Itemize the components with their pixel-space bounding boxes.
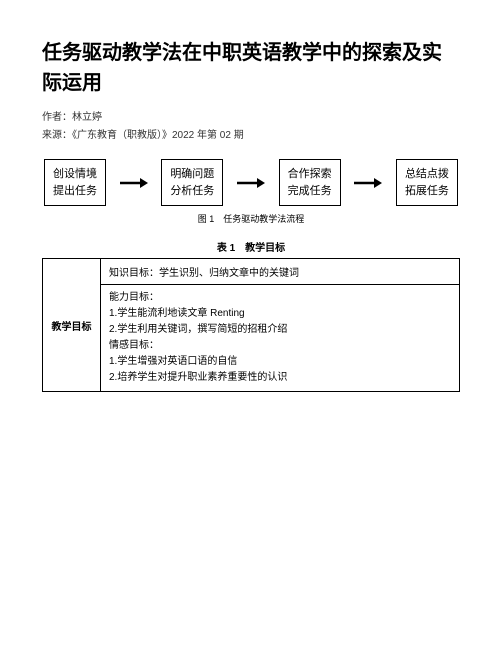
obj-line: 情感目标： [109, 338, 451, 354]
table-row: 能力目标： 1.学生能流利地读文章 Renting 2.学生利用关键词，撰写简短… [101, 285, 459, 391]
flow-box-4-line1: 总结点拨 [405, 166, 449, 183]
flowchart: 创设情境 提出任务 明确问题 分析任务 合作探索 完成任务 总结点拨 拓展任务 [42, 159, 460, 206]
page-title: 任务驱动教学法在中职英语教学中的探索及实际运用 [42, 38, 460, 98]
author-line: 作者：林立婷 [42, 108, 460, 123]
flow-box-3: 合作探索 完成任务 [279, 159, 341, 206]
flow-box-2-line1: 明确问题 [170, 166, 214, 183]
source-line: 来源：《广东教育（职教版）》2022 年第 02 期 [42, 126, 460, 141]
obj-line: 1.学生增强对英语口语的自信 [109, 354, 451, 370]
arrow-icon [352, 177, 384, 189]
figure-caption: 图 1 任务驱动教学法流程 [42, 212, 460, 225]
obj-line: 2.学生利用关键词，撰写简短的招租介绍 [109, 322, 451, 338]
obj-line: 能力目标： [109, 290, 451, 306]
table-caption: 表 1 教学目标 [42, 239, 460, 254]
flow-box-1-line2: 提出任务 [53, 183, 97, 200]
flow-box-1-line1: 创设情境 [53, 166, 97, 183]
obj-line: 1.学生能流利地读文章 Renting [109, 306, 451, 322]
flow-box-4: 总结点拨 拓展任务 [396, 159, 458, 206]
flow-box-3-line2: 完成任务 [288, 183, 332, 200]
obj-line: 2.培养学生对提升职业素养重要性的认识 [109, 370, 451, 386]
flow-box-2-line2: 分析任务 [170, 183, 214, 200]
table-row: 知识目标：学生识别、归纳文章中的关键词 [101, 259, 459, 285]
arrow-icon [118, 177, 150, 189]
flow-box-3-line1: 合作探索 [288, 166, 332, 183]
table-row-header: 教学目标 [43, 259, 101, 391]
objectives-table: 教学目标 知识目标：学生识别、归纳文章中的关键词 能力目标： 1.学生能流利地读… [42, 258, 460, 392]
flow-box-4-line2: 拓展任务 [405, 183, 449, 200]
arrow-icon [235, 177, 267, 189]
table-content: 知识目标：学生识别、归纳文章中的关键词 能力目标： 1.学生能流利地读文章 Re… [101, 259, 459, 391]
flow-box-2: 明确问题 分析任务 [161, 159, 223, 206]
flow-box-1: 创设情境 提出任务 [44, 159, 106, 206]
